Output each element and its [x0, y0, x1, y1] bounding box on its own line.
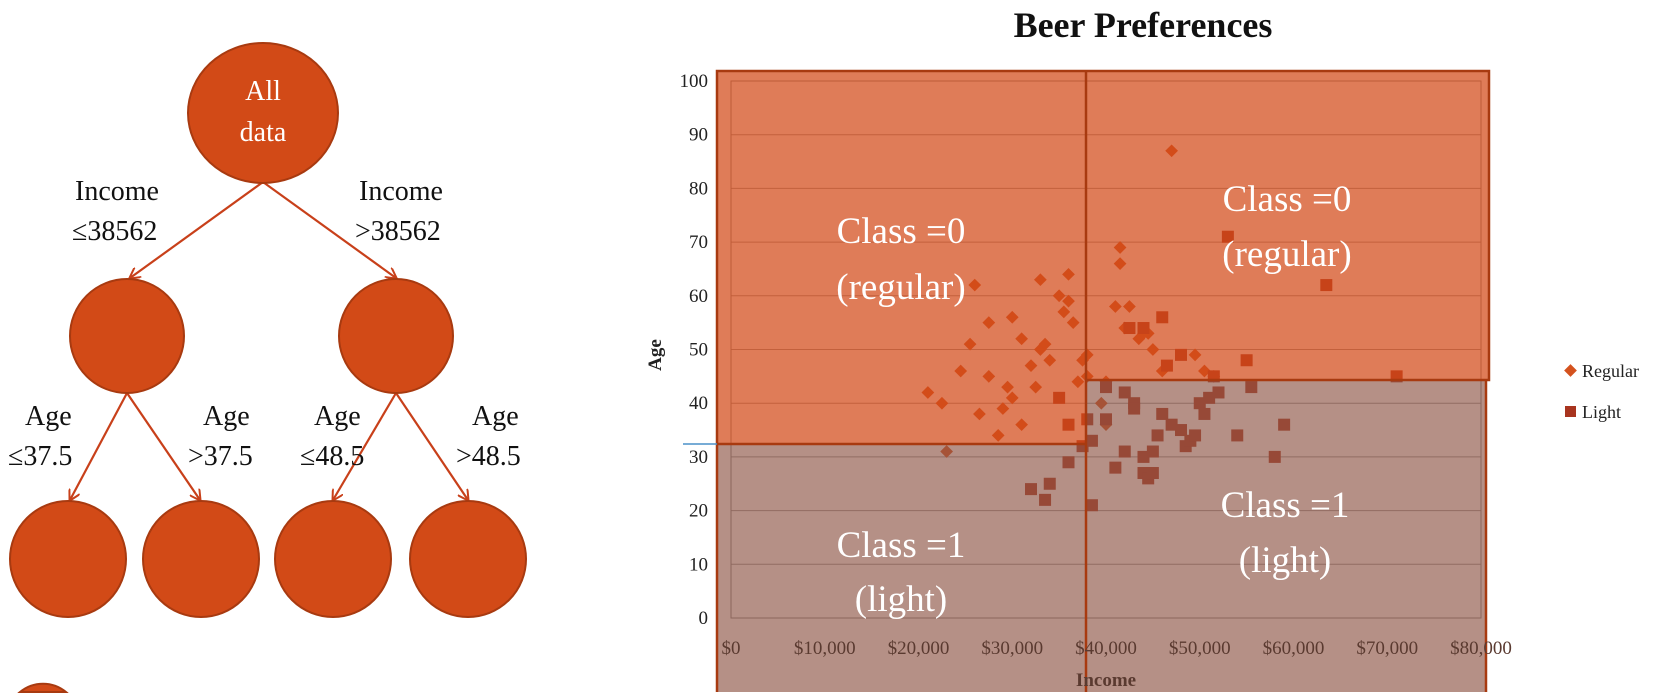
legend-light-label: Light	[1582, 402, 1621, 422]
region-label-tr-2: (regular)	[1222, 234, 1351, 275]
x-tick-label: $80,000	[1450, 638, 1512, 659]
edge-label-age-le-37-2: ≤37.5	[8, 441, 72, 472]
region-bottom-left	[717, 444, 1086, 692]
x-tick-label: $40,000	[1075, 638, 1137, 659]
region-label-br-1: Class =1	[1221, 485, 1350, 526]
region-label-tr-1: Class =0	[1223, 179, 1352, 220]
x-tick-label: $60,000	[1263, 638, 1325, 659]
x-tick-label: $30,000	[981, 638, 1043, 659]
legend-light-square-icon	[1565, 406, 1576, 417]
edge-label-income-le-1: Income	[75, 176, 159, 207]
root-label-line2: data	[240, 117, 287, 148]
region-label-bl-2: (light)	[855, 579, 947, 620]
x-tick-label: $70,000	[1356, 638, 1418, 659]
y-tick-label: 0	[699, 608, 709, 629]
region-label-tl-1: Class =0	[837, 211, 966, 252]
partial-node	[17, 682, 69, 693]
leaf-node-4	[409, 500, 527, 618]
y-axis-ticks: 0 10 20 30 40 50 60 70 80 90 100	[680, 71, 709, 629]
x-tick-label: $50,000	[1169, 638, 1231, 659]
region-borders	[715, 69, 1491, 692]
edge-age-gt-48	[395, 392, 468, 500]
region-label-tl-2: (regular)	[836, 267, 965, 308]
region-label-bl-1: Class =1	[837, 525, 966, 566]
edge-label-age-gt-48-1: Age	[472, 401, 519, 432]
node-income-le	[69, 278, 185, 394]
legend-regular-label: Regular	[1582, 361, 1639, 381]
decision-tree: All data Income ≤38562 Income >38562 Age…	[8, 42, 527, 693]
root-node	[187, 42, 339, 184]
region-top-left	[717, 71, 1086, 444]
y-tick-label: 30	[689, 447, 708, 468]
x-tick-label: $20,000	[888, 638, 950, 659]
y-tick-label: 40	[689, 393, 708, 414]
chart-title: Beer Preferences	[1014, 5, 1273, 45]
legend: Regular Light	[1564, 361, 1639, 422]
edge-age-le-48	[333, 392, 397, 500]
scatter-chart: Beer Preferences 0102030405060708090100 …	[645, 5, 1639, 692]
edge-label-age-le-48-2: ≤48.5	[300, 441, 364, 472]
x-axis-ticks: $0 $10,000 $20,000 $30,000 $40,000 $50,000 $60…	[722, 638, 1512, 659]
edge-label-income-gt-1: Income	[359, 176, 443, 207]
y-tick-label: 70	[689, 232, 708, 253]
region-top-right	[1086, 71, 1489, 380]
root-label-line1: All	[245, 76, 281, 107]
edge-income-le	[130, 181, 264, 278]
edge-label-income-gt-2: >38562	[355, 216, 441, 247]
y-tick-label: 100	[680, 71, 709, 92]
x-axis-label: Income	[1076, 670, 1136, 691]
leaf-node-1	[9, 500, 127, 618]
y-tick-label: 20	[689, 501, 708, 522]
edge-label-age-gt-48-2: >48.5	[456, 441, 521, 472]
y-tick-label: 10	[689, 554, 708, 575]
legend-regular-diamond-icon	[1564, 364, 1577, 377]
leaf-node-3	[274, 500, 392, 618]
edge-age-le-37	[70, 392, 128, 500]
region-bottom-right	[1086, 380, 1486, 692]
node-income-gt	[338, 278, 454, 394]
edge-income-gt	[262, 181, 396, 278]
y-tick-label: 60	[689, 286, 708, 307]
edge-label-income-le-2: ≤38562	[72, 216, 157, 247]
leaf-node-2	[142, 500, 260, 618]
edge-age-gt-37	[126, 392, 200, 500]
y-axis-label: Age	[645, 339, 666, 371]
edge-label-age-le-48-1: Age	[314, 401, 361, 432]
y-tick-label: 50	[689, 340, 708, 361]
edge-label-age-gt-37-1: Age	[203, 401, 250, 432]
region-label-br-2: (light)	[1239, 540, 1331, 581]
x-tick-label: $0	[722, 638, 741, 659]
edge-label-age-le-37-1: Age	[25, 401, 72, 432]
y-tick-label: 90	[689, 125, 708, 146]
y-tick-label: 80	[689, 178, 708, 199]
edge-label-age-gt-37-2: >37.5	[188, 441, 253, 472]
x-tick-label: $10,000	[794, 638, 856, 659]
